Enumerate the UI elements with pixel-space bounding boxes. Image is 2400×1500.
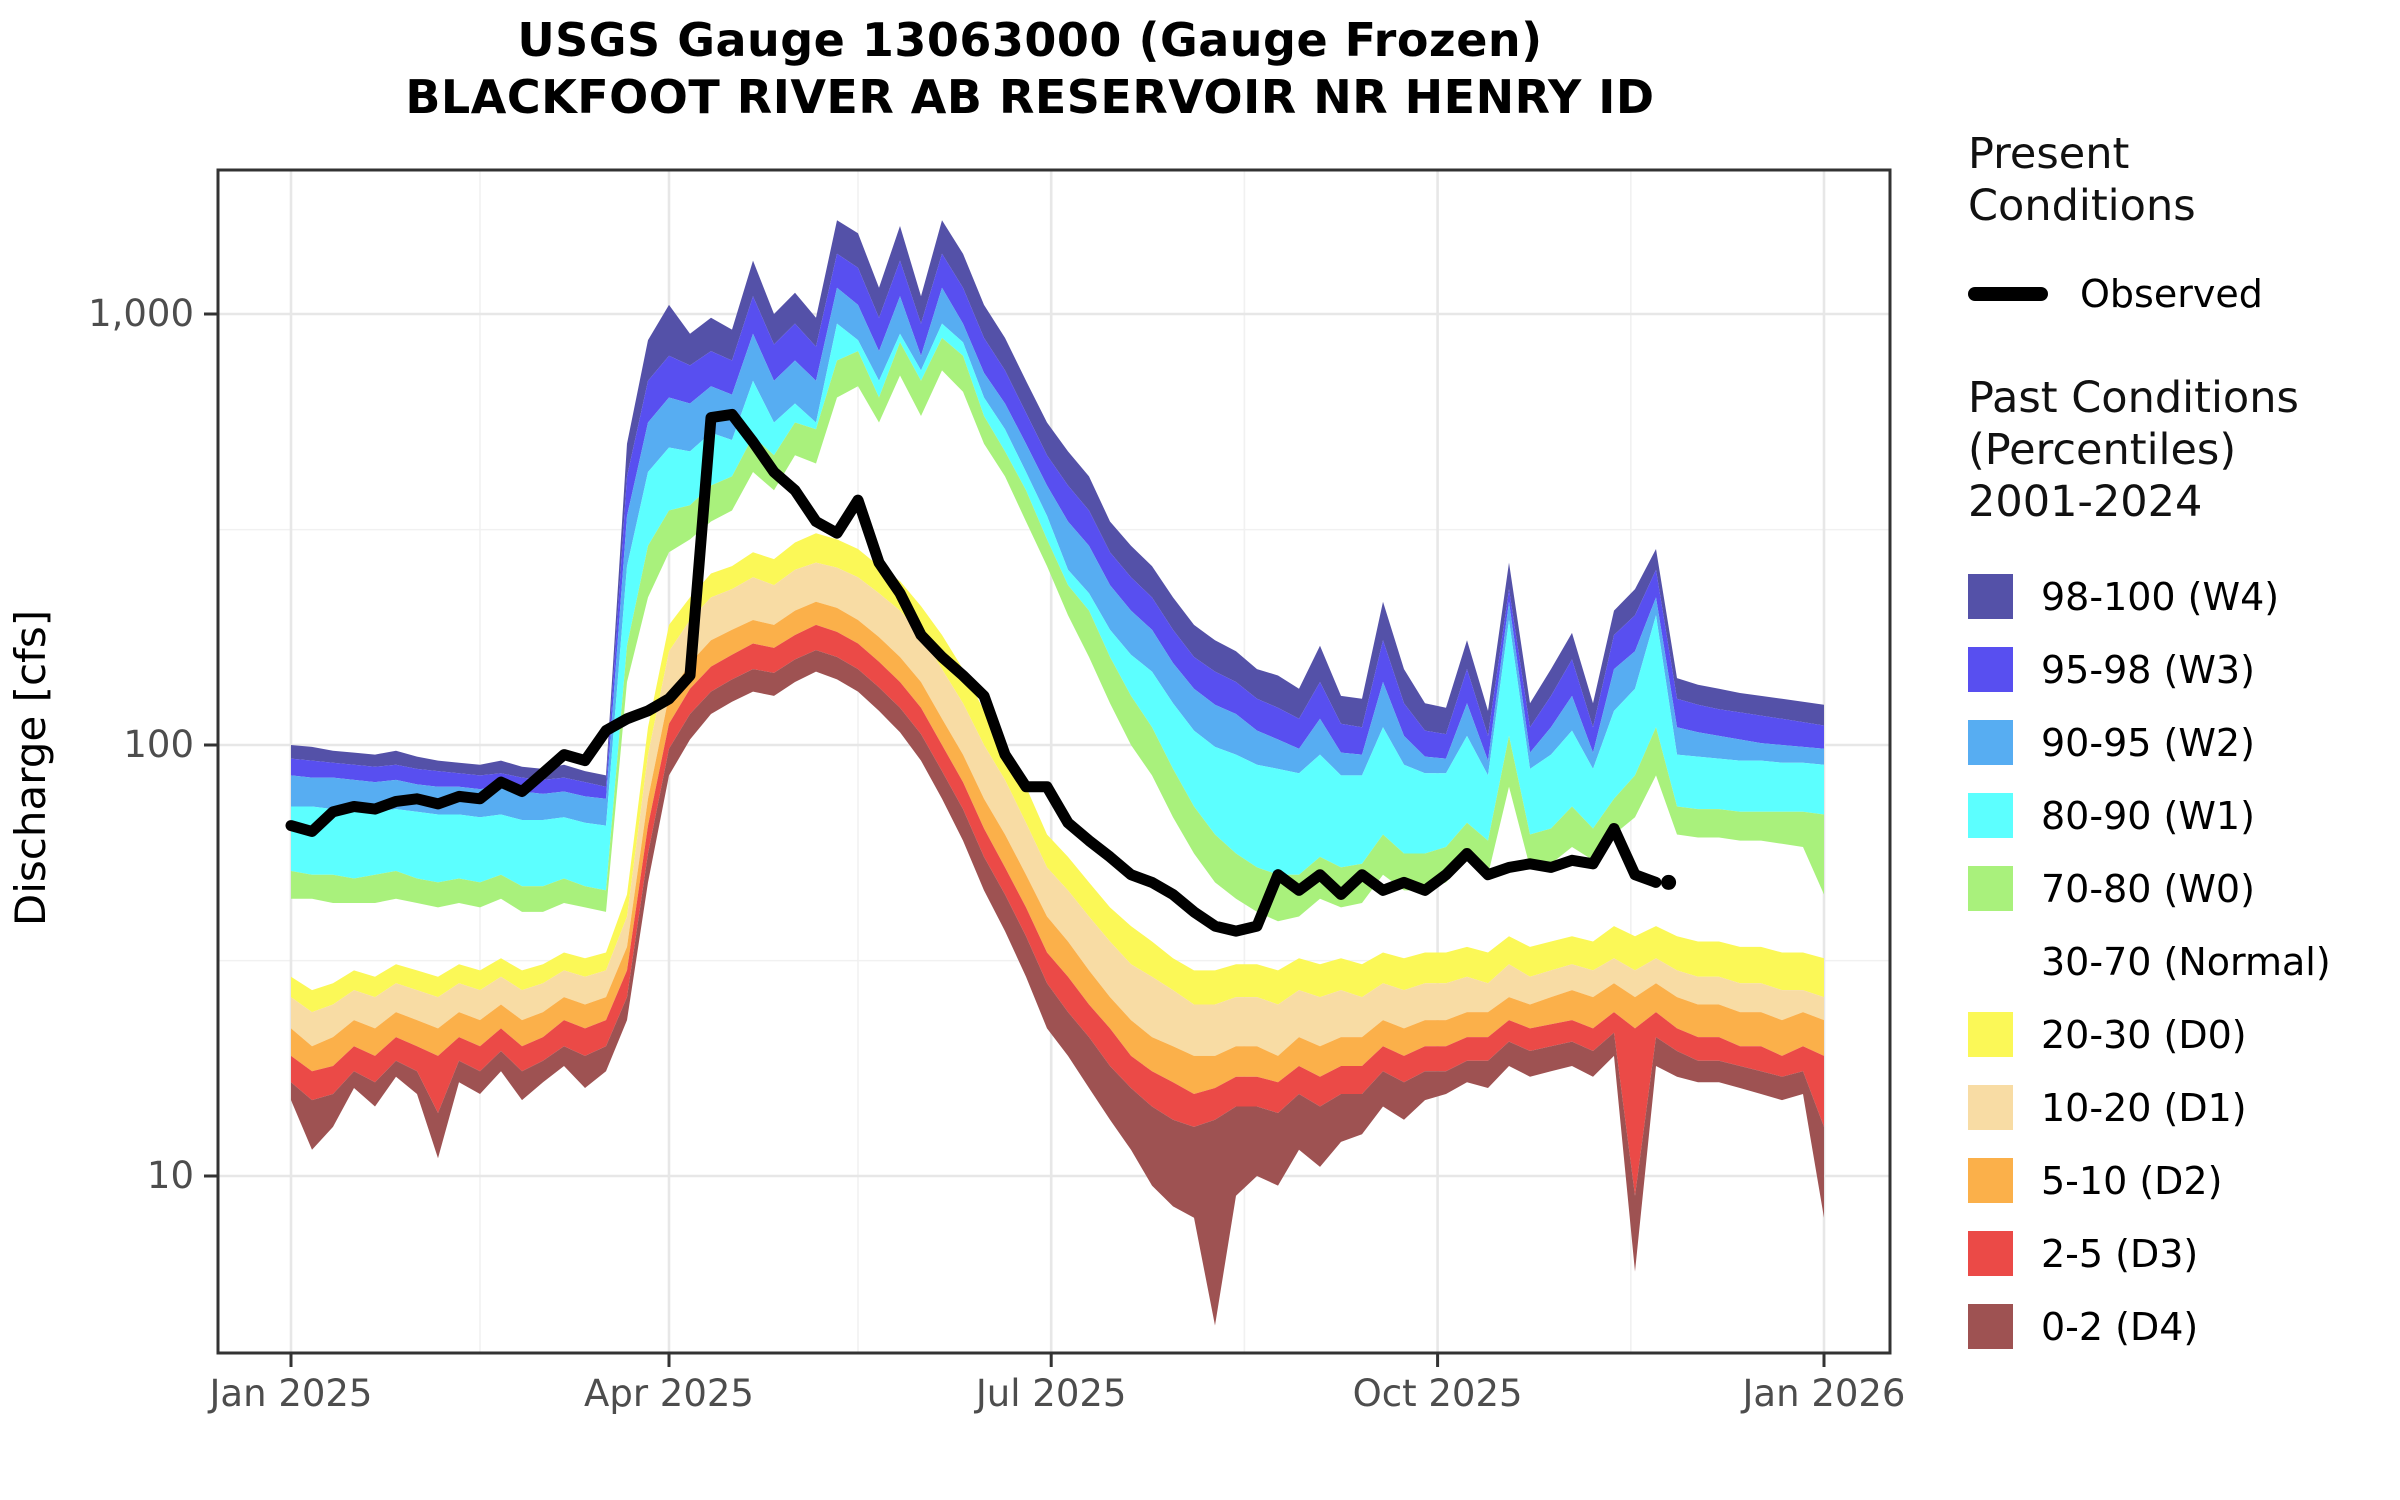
legend-item-2-5-d3-: 2-5 (D3) xyxy=(1968,1217,2388,1290)
band-20-30-d0- xyxy=(291,533,1824,1013)
observed-line-swatch xyxy=(1968,287,2048,301)
x-tick-label-jan-2025: Jan 2025 xyxy=(209,1372,373,1415)
legend-item-70-80-w0-: 70-80 (W0) xyxy=(1968,852,2388,925)
legend-item-0-2-d4-: 0-2 (D4) xyxy=(1968,1290,2388,1363)
band-80-90-w1- xyxy=(291,323,1824,891)
legend-past-heading: Past Conditions (Percentiles) 2001-2024 xyxy=(1968,372,2388,528)
x-tick-label-oct-2025: Oct 2025 xyxy=(1352,1372,1523,1415)
legend-item-observed: Observed xyxy=(1968,272,2388,316)
legend-item-label: 80-90 (W1) xyxy=(2041,793,2255,838)
x-tick-label-jul-2025: Jul 2025 xyxy=(975,1372,1127,1415)
observed-series xyxy=(285,408,1677,937)
observed-line xyxy=(285,408,1662,937)
legend-present-heading: Present Conditions xyxy=(1968,128,2388,232)
band-95-98-w3- xyxy=(291,253,1824,799)
chart-title-line1: USGS Gauge 13063000 (Gauge Frozen) xyxy=(517,13,1543,67)
axis-ticks xyxy=(204,312,1826,1367)
legend-item-90-95-w2-: 90-95 (W2) xyxy=(1968,706,2388,779)
legend-color-swatch xyxy=(1968,1158,2013,1203)
legend-color-swatch xyxy=(1968,866,2013,911)
legend-item-label: 90-95 (W2) xyxy=(2041,720,2255,765)
panel-border xyxy=(216,168,1892,1355)
band-90-95-w2- xyxy=(291,287,1824,826)
legend-item-label: 0-2 (D4) xyxy=(2041,1304,2199,1349)
y-tick-label-100: 100 xyxy=(123,723,194,766)
legend-present-heading-line1: Present xyxy=(1968,129,2130,179)
legend-percentile-items: 98-100 (W4) 95-98 (W3) 90-95 (W2) 80-90 (W1… xyxy=(1968,560,2388,1363)
legend-item-10-20-d1-: 10-20 (D1) xyxy=(1968,1071,2388,1144)
legend-color-swatch xyxy=(1968,1231,2013,1276)
x-tick-label-apr-2025: Apr 2025 xyxy=(584,1372,754,1415)
legend-item-label: 70-80 (W0) xyxy=(2041,866,2255,911)
legend-item-5-10-d2-: 5-10 (D2) xyxy=(1968,1144,2388,1217)
observed-end-dot xyxy=(1661,874,1677,890)
legend-item-80-90-w1-: 80-90 (W1) xyxy=(1968,779,2388,852)
legend-color-swatch xyxy=(1968,1304,2013,1349)
legend-item-label: 10-20 (D1) xyxy=(2041,1085,2247,1130)
x-tick-label-jan-2026: Jan 2026 xyxy=(1742,1372,1906,1415)
legend-color-swatch xyxy=(1968,647,2013,692)
legend-color-swatch xyxy=(1968,793,2013,838)
legend-item-30-70-normal-: 30-70 (Normal) xyxy=(1968,925,2388,998)
legend-past-heading-line2: (Percentiles) xyxy=(1968,425,2237,475)
chart-title: USGS Gauge 13063000 (Gauge Frozen) BLACK… xyxy=(200,12,1860,126)
legend-item-label: 98-100 (W4) xyxy=(2041,574,2280,619)
legend-item-label: 20-30 (D0) xyxy=(2041,1012,2247,1057)
legend-past-heading-line1: Past Conditions xyxy=(1968,373,2299,423)
legend-color-swatch xyxy=(1968,720,2013,765)
legend-item-label: 2-5 (D3) xyxy=(2041,1231,2199,1276)
y-tick-label-1000: 1,000 xyxy=(88,292,194,335)
legend-observed-label: Observed xyxy=(2080,272,2263,316)
band-5-10-d2- xyxy=(291,601,1824,1094)
legend-item-label: 5-10 (D2) xyxy=(2041,1158,2223,1203)
legend-color-swatch xyxy=(1968,1012,2013,1057)
legend-item-95-98-w3-: 95-98 (W3) xyxy=(1968,633,2388,706)
legend-item-20-30-d0-: 20-30 (D0) xyxy=(1968,998,2388,1071)
chart-title-line2: BLACKFOOT RIVER AB RESERVOIR NR HENRY ID xyxy=(405,70,1655,124)
legend-present-heading-line2: Conditions xyxy=(1968,181,2196,231)
legend-past-heading-line3: 2001-2024 xyxy=(1968,477,2203,527)
legend: Present Conditions Observed Past Conditi… xyxy=(1968,128,2388,1363)
y-tick-label-10: 10 xyxy=(146,1154,194,1197)
legend-color-swatch xyxy=(1968,574,2013,619)
legend-item-98-100-w4-: 98-100 (W4) xyxy=(1968,560,2388,633)
legend-color-swatch xyxy=(1968,1085,2013,1130)
legend-item-label: 30-70 (Normal) xyxy=(2041,939,2331,984)
legend-item-label: 95-98 (W3) xyxy=(2041,647,2255,692)
band-2-5-d3- xyxy=(291,624,1824,1196)
